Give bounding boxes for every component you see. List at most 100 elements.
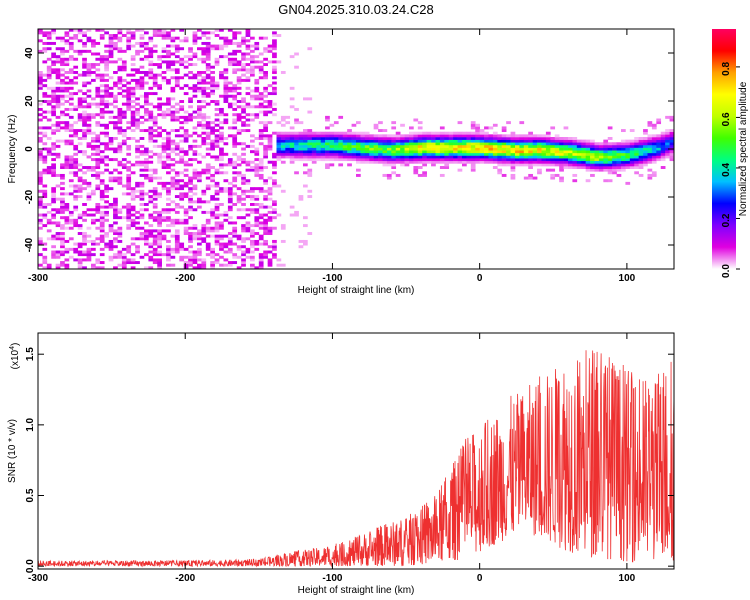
spectrogram-cell (258, 221, 264, 225)
spectrogram-cell (68, 81, 74, 85)
spectrogram-cell (634, 139, 639, 143)
spectrogram-cell (99, 155, 105, 159)
spectrogram-cell (545, 134, 551, 138)
spectrogram-cell (214, 216, 220, 220)
spectrogram-cell (369, 150, 374, 154)
spectrogram-cell (386, 134, 392, 138)
spectrogram-cell (135, 84, 140, 88)
spectrogram-cell (311, 131, 317, 135)
spectrogram-cell (95, 203, 101, 206)
spectrogram-cell (170, 150, 176, 154)
spectrogram-cell (55, 197, 61, 201)
spectrogram-cell (612, 144, 617, 148)
spectrogram-cell (470, 155, 476, 159)
spectrogram-cell (241, 181, 246, 185)
spectrogram-cell (183, 55, 189, 59)
spectrogram-cell (258, 94, 264, 98)
spectrogram-cell (360, 150, 366, 154)
spectrogram-cell (121, 261, 127, 265)
y-tick-label: 1.5 (25, 347, 36, 361)
spectrogram-cell (42, 242, 48, 246)
spectrogram-cell (188, 255, 193, 259)
spectrogram-cell (210, 89, 215, 93)
spectrogram-cell (104, 195, 109, 199)
spectrogram-cell (214, 113, 220, 117)
spectrogram-cell (227, 208, 233, 212)
spectrogram-cell (519, 150, 525, 154)
spectrogram-cell (214, 192, 220, 196)
spectrogram-cell (426, 131, 432, 135)
spectrogram-cell (148, 139, 154, 143)
spectrogram-cell (157, 152, 162, 156)
spectrogram-cell (475, 152, 480, 156)
spectrogram-cell (104, 123, 109, 127)
spectrogram-cell (148, 255, 154, 259)
spectrogram-cell (55, 60, 61, 64)
spectrogram-cell (51, 208, 56, 212)
spectrogram-cell (572, 160, 578, 164)
spectrogram-cell (166, 78, 171, 82)
spectrogram-cell (647, 168, 653, 172)
spectrogram-cell (342, 150, 348, 154)
spectrogram-cell (329, 152, 335, 156)
spectrogram-cell (227, 86, 233, 90)
spectrogram-cell (629, 139, 635, 143)
spectrogram-cell (625, 150, 631, 154)
spectrogram-cell (245, 255, 251, 259)
spectrogram-cell (236, 142, 242, 146)
spectrogram-cell (108, 55, 114, 59)
spectrogram-cell (188, 49, 193, 53)
spectrogram-cell (528, 147, 533, 151)
spectrogram-cell (64, 113, 70, 117)
y-tick-label: -20 (24, 189, 35, 204)
spectrogram-cell (82, 253, 87, 257)
spectrogram-cell (245, 195, 251, 199)
spectrogram-cell (532, 158, 538, 162)
spectrogram-cell (660, 152, 666, 156)
spectrogram-cell (267, 160, 273, 164)
spectrogram-cell (250, 224, 255, 228)
spectrogram-cell (510, 176, 516, 180)
spectrogram-cell (148, 47, 154, 51)
spectrogram-cell (86, 239, 92, 243)
spectrogram-cell (210, 179, 215, 183)
spectrogram-cell (263, 166, 268, 169)
spectrogram-cell (276, 142, 282, 146)
spectrogram-cell (192, 39, 198, 43)
spectrogram-cell (325, 152, 330, 156)
spectrogram-cell (651, 139, 657, 143)
spectrogram-cell (86, 131, 92, 135)
spectrogram-cell (64, 57, 70, 61)
spectrogram-cell (488, 152, 494, 156)
spectrogram-cell (91, 113, 96, 117)
spectrogram-cell (404, 144, 410, 148)
spectrogram-cell (506, 139, 511, 143)
spectrogram-cell (263, 144, 268, 148)
spectrogram-cell (46, 171, 52, 175)
spectrogram-cell (479, 144, 485, 148)
spectrogram-cell (166, 113, 171, 117)
spectrogram-cell (179, 57, 185, 61)
spectrogram-cell (484, 152, 489, 156)
spectrogram-cell (108, 94, 114, 98)
spectrogram-cell (157, 216, 162, 220)
spectrogram-cell (364, 147, 370, 151)
spectrogram-cell (369, 134, 374, 138)
spectrogram-cell (236, 237, 242, 241)
spectrogram-cell (99, 213, 105, 217)
spectrogram-cell (166, 134, 171, 138)
spectrogram-cell (497, 163, 503, 167)
spectrogram-cell (201, 210, 207, 214)
spectrogram-cell (55, 208, 61, 212)
spectrogram-cell (161, 234, 167, 238)
spectrogram-cell (126, 203, 132, 206)
spectrogram-cell (95, 76, 101, 80)
spectrogram-cell (643, 158, 648, 162)
spectrogram-cell (68, 210, 74, 214)
spectrogram-cell (395, 144, 401, 148)
spectrogram-cell (130, 86, 136, 90)
spectrogram-cell (82, 49, 87, 53)
spectrogram-cell (638, 150, 644, 154)
spectrogram-cell (607, 126, 613, 130)
spectrogram-cell (510, 147, 516, 151)
